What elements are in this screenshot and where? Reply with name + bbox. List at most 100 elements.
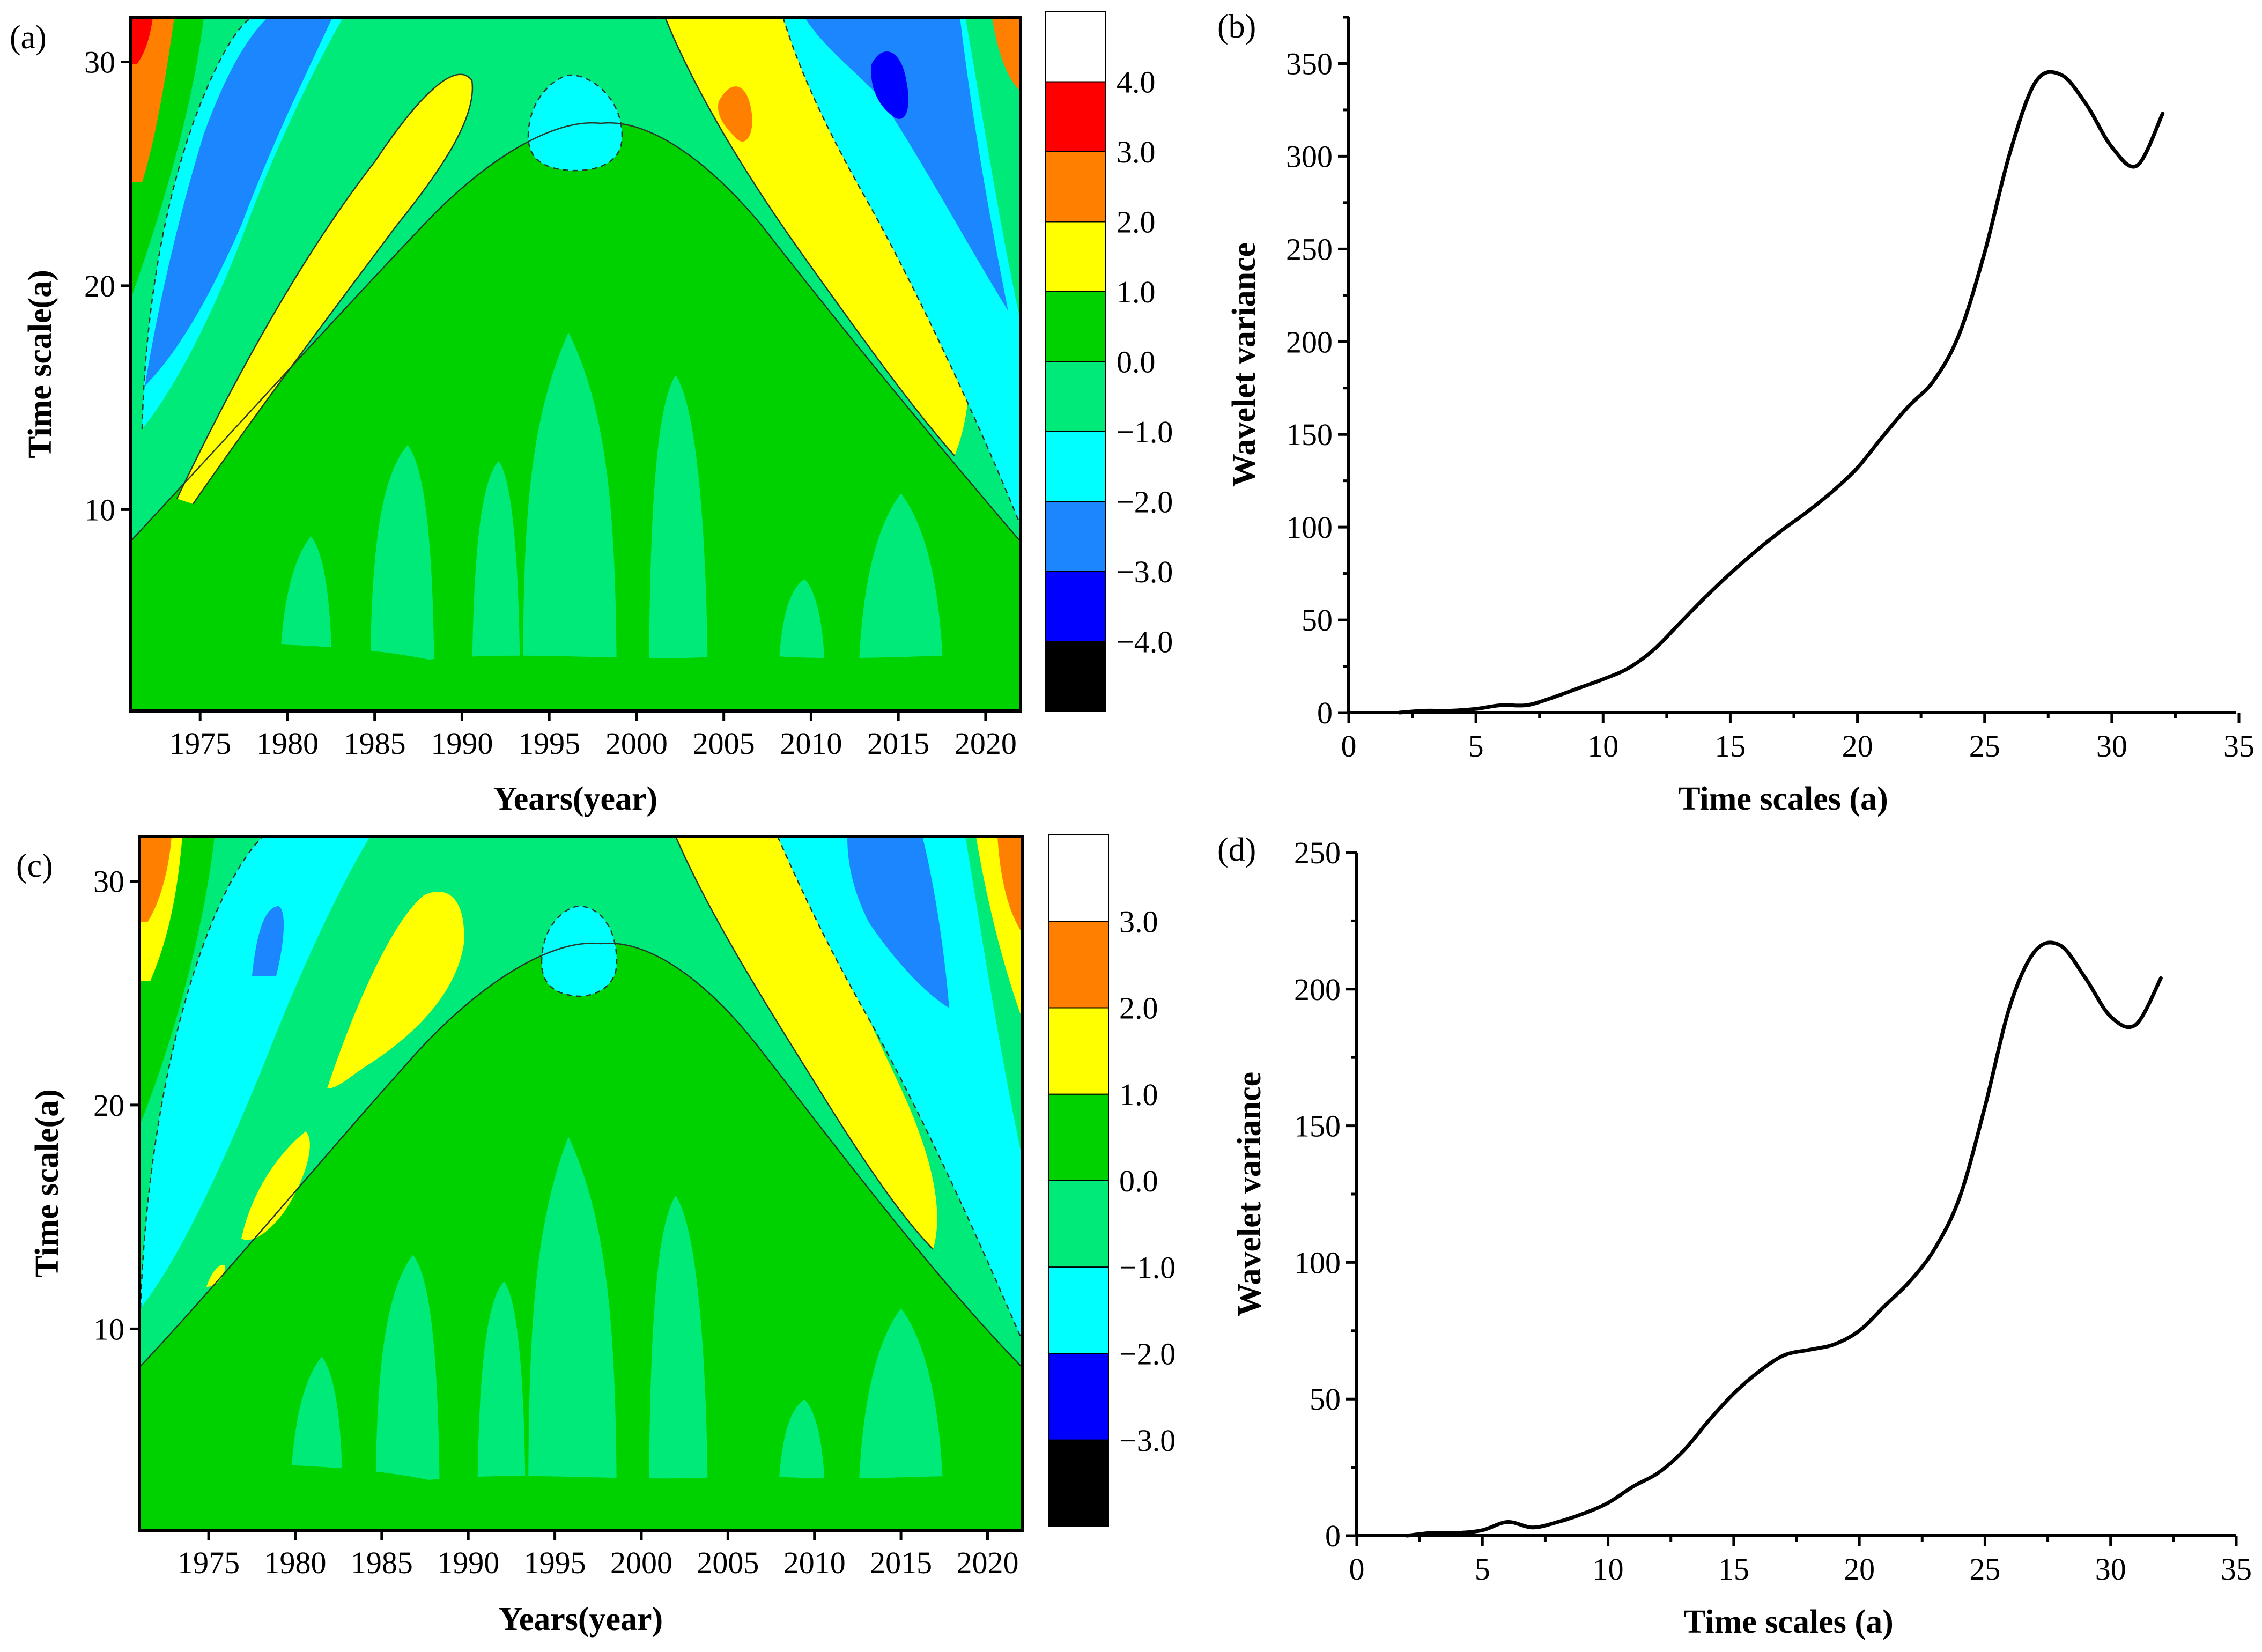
region-c-cyan-right-band — [778, 836, 1022, 1340]
a-xtick-label-6: 2005 — [693, 726, 755, 761]
c-colorbar-label-0: 3.0 — [1119, 904, 1158, 939]
panel-d-line: (d) 0 5 10 15 20 25 30 35 0 50 100 150 200 250 Time … — [1217, 832, 2252, 1640]
contour-a-line-3 — [664, 17, 955, 456]
c-ytick-label-1: 20 — [93, 1088, 124, 1123]
b-ytick-label-7: 350 — [1286, 46, 1333, 81]
region-c-blue-blob-left — [252, 906, 284, 976]
a-colorbar-cell-9 — [1045, 641, 1106, 712]
region-c-yellow-small — [241, 1131, 310, 1240]
panel-a-colorbar: 4.0 3.0 2.0 1.0 0.0 −1.0 −2.0 −3.0 −4.0 — [1045, 11, 1173, 712]
region-a-blue-right-band — [804, 17, 1008, 311]
panel-a-contour: (a) — [10, 11, 1173, 817]
region-c-cyan-top — [483, 836, 713, 912]
b-xtick-label-6: 30 — [2096, 729, 2127, 764]
c-colorbar-cell-6 — [1048, 1353, 1109, 1441]
a-colorbar-cell-0 — [1045, 11, 1106, 83]
d-xtick-label-5: 25 — [1969, 1552, 2000, 1587]
b-xtick-label-0: 0 — [1341, 729, 1357, 764]
a-ytick-label-2: 30 — [84, 45, 115, 79]
b-ytick-label-4: 200 — [1286, 324, 1333, 359]
c-colorbar-label-1: 2.0 — [1119, 991, 1158, 1026]
region-a-cyan-left-band — [142, 17, 343, 429]
panel-a-xticks: 1975 1980 1985 1990 1995 2000 2005 2010 2015 2020 — [169, 711, 1017, 761]
c-colorbar-label-4: −1.0 — [1119, 1250, 1176, 1285]
a-colorbar-label-7: −3.0 — [1117, 554, 1173, 589]
region-c-cyan-circle — [542, 906, 617, 996]
a-ytick-label-1: 20 — [84, 269, 115, 303]
panel-c-axes: 1975 1980 1985 1990 1995 2000 2005 2010 2015 2020… — [29, 864, 1018, 1638]
a-colorbar-label-0: 4.0 — [1117, 65, 1156, 100]
panel-a-yticks: 10 20 30 — [84, 45, 130, 527]
region-a-cyan-circle — [528, 75, 622, 171]
c-colorbar-cell-2 — [1048, 1007, 1109, 1095]
panel-a-frame — [129, 16, 1022, 713]
a-colorbar-label-5: −1.0 — [1117, 414, 1173, 449]
panel-c-xticks: 1975 1980 1985 1990 1995 2000 2005 2010 2015 2020 — [178, 1530, 1018, 1580]
panel-b-xticks: 0 5 10 15 20 25 30 35 — [1341, 713, 2254, 764]
d-ytick-label-0: 0 — [1325, 1518, 1341, 1553]
a-colorbar-label-6: −2.0 — [1117, 485, 1173, 520]
panel-d-xticks: 0 5 10 15 20 25 30 35 — [1349, 1536, 2252, 1587]
b-xtick-label-5: 25 — [1969, 729, 2000, 764]
a-colorbar-cell-6 — [1045, 431, 1106, 502]
c-colorbar-cell-7 — [1048, 1439, 1109, 1527]
a-xtick-label-5: 2000 — [605, 726, 668, 761]
region-c-yellow-left — [327, 891, 464, 1088]
contour-a-circle — [527, 74, 623, 172]
d-xtick-label-4: 20 — [1844, 1552, 1875, 1587]
b-xtick-label-3: 15 — [1714, 729, 1746, 764]
d-ytick-label-4: 200 — [1294, 972, 1341, 1007]
b-xtick-label-4: 20 — [1842, 729, 1873, 764]
c-colorbar-cell-1 — [1048, 921, 1109, 1009]
a-xtick-label-3: 1990 — [431, 726, 493, 761]
region-a-yellow-left — [177, 74, 472, 504]
panel-c-contour-field — [139, 836, 1022, 1530]
contour-a-zero-right — [782, 17, 1021, 526]
panel-c-yticks: 10 20 30 — [93, 864, 139, 1346]
panel-d-variance-curve — [1405, 940, 2163, 1538]
a-colorbar-label-8: −4.0 — [1117, 625, 1173, 660]
b-ytick-label-6: 300 — [1286, 139, 1333, 174]
panel-b-ylabel: Wavelet variance — [1226, 242, 1262, 487]
c-colorbar-label-5: −2.0 — [1119, 1337, 1176, 1372]
a-xtick-label-0: 1975 — [169, 726, 231, 761]
c-colorbar-cell-5 — [1048, 1266, 1109, 1354]
a-colorbar-label-3: 1.0 — [1117, 275, 1156, 309]
region-a-orange-blob — [718, 86, 752, 142]
contour-c-circle — [541, 905, 618, 997]
a-colorbar-cell-8 — [1045, 571, 1106, 642]
c-colorbar-label-3: 0.0 — [1119, 1164, 1158, 1198]
a-xtick-label-8: 2015 — [867, 726, 929, 761]
a-colorbar-cell-1 — [1045, 81, 1106, 152]
a-xtick-label-7: 2010 — [780, 726, 842, 761]
region-c-bottom-strip — [139, 1453, 1022, 1530]
c-xtick-label-6: 2005 — [697, 1545, 759, 1580]
c-colorbar-cell-3 — [1048, 1093, 1109, 1181]
b-ytick-label-2: 100 — [1286, 510, 1333, 545]
b-ytick-label-3: 150 — [1286, 417, 1333, 452]
panel-d-xlabel: Time scales (a) — [1683, 1604, 1893, 1640]
b-ytick-label-1: 50 — [1302, 603, 1333, 638]
panel-a-label: (a) — [10, 19, 47, 56]
panel-a-ylabel: Time scale(a) — [22, 270, 58, 458]
c-colorbar-cell-4 — [1048, 1180, 1109, 1268]
d-xtick-label-6: 30 — [2095, 1552, 2126, 1587]
region-a-orange-left-edge — [130, 17, 174, 182]
b-ytick-label-0: 0 — [1317, 695, 1333, 730]
d-ytick-label-2: 100 — [1294, 1245, 1341, 1280]
panel-c-ylabel: Time scale(a) — [29, 1089, 65, 1278]
d-xtick-label-3: 15 — [1718, 1552, 1749, 1587]
a-colorbar-cell-4 — [1045, 291, 1106, 362]
a-xtick-label-2: 1985 — [344, 726, 406, 761]
b-xtick-label-1: 5 — [1468, 729, 1484, 764]
region-a-fingers-4 — [523, 332, 617, 711]
a-colorbar-label-1: 3.0 — [1117, 135, 1156, 169]
region-c-fingers-7 — [858, 1308, 944, 1530]
a-colorbar-cell-3 — [1045, 221, 1106, 292]
d-xtick-label-1: 5 — [1475, 1552, 1490, 1587]
region-c-cyan-left-band — [141, 836, 370, 1308]
a-xtick-label-9: 2020 — [955, 726, 1017, 761]
c-ytick-label-2: 30 — [93, 864, 124, 899]
a-colorbar-cell-5 — [1045, 361, 1106, 432]
c-ytick-label-0: 10 — [93, 1312, 124, 1346]
